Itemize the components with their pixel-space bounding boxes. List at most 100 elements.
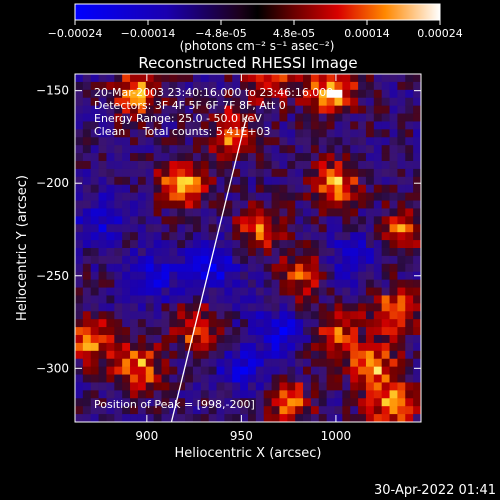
heatmap-cell xyxy=(82,97,92,107)
heatmap-cell xyxy=(177,81,186,91)
heatmap-cell xyxy=(82,295,92,304)
heatmap-cell xyxy=(334,176,343,186)
heatmap-cell xyxy=(358,327,367,336)
heatmap-cell xyxy=(326,137,335,146)
heatmap-cell xyxy=(145,335,155,344)
heatmap-cell xyxy=(161,184,170,194)
heatmap-cell xyxy=(342,350,351,360)
heatmap-cell xyxy=(248,263,257,273)
heatmap-cell xyxy=(413,97,421,107)
heatmap-cell xyxy=(232,319,241,328)
heatmap-cell xyxy=(310,216,320,225)
heatmap-cell xyxy=(98,137,107,146)
heatmap-cell xyxy=(216,255,225,265)
heatmap-cell xyxy=(405,414,414,422)
heatmap-cell xyxy=(248,414,257,422)
heatmap-cell xyxy=(310,176,320,186)
heatmap-cell xyxy=(342,382,351,391)
heatmap-cell xyxy=(82,406,92,415)
heatmap-cell xyxy=(208,74,217,83)
heatmap-cell xyxy=(240,382,249,391)
heatmap-cell xyxy=(90,319,99,328)
heatmap-cell xyxy=(192,358,202,368)
heatmap-cell xyxy=(169,390,178,399)
heatmap-cell xyxy=(263,311,272,320)
heatmap-cell xyxy=(405,97,414,107)
heatmap-cell xyxy=(161,311,170,320)
heatmap-cell xyxy=(82,105,92,114)
heatmap-cell xyxy=(208,81,217,91)
heatmap-cell xyxy=(90,350,99,360)
heatmap-cell xyxy=(130,176,139,186)
heatmap-cell xyxy=(279,358,288,368)
heatmap-cell xyxy=(405,248,414,257)
heatmap-cell xyxy=(122,74,131,83)
heatmap-cell xyxy=(303,374,312,383)
heatmap-cell xyxy=(240,74,249,83)
heatmap-cell xyxy=(326,168,335,178)
heatmap-cell xyxy=(106,113,115,122)
heatmap-cell xyxy=(75,97,84,107)
heatmap-cell xyxy=(216,145,225,154)
heatmap-cell xyxy=(350,145,359,154)
heatmap-cell xyxy=(137,74,147,83)
heatmap-cell xyxy=(279,279,288,288)
heatmap-cell xyxy=(185,240,194,249)
heatmap-cell xyxy=(224,192,233,201)
heatmap-cell xyxy=(271,224,280,233)
heatmap-cell xyxy=(192,366,202,375)
heatmap-cell xyxy=(145,97,155,107)
heatmap-cell xyxy=(279,390,288,399)
heatmap-cell xyxy=(232,335,241,344)
heatmap-cell xyxy=(130,248,139,257)
heatmap-cell xyxy=(200,208,210,217)
heatmap-cell xyxy=(350,129,359,138)
heatmap-cell xyxy=(208,358,217,368)
heatmap-cell xyxy=(145,121,155,130)
heatmap-cell xyxy=(279,184,288,194)
heatmap-cell xyxy=(310,89,320,99)
heatmap-cell xyxy=(98,240,107,249)
heatmap-cell xyxy=(82,121,92,130)
heatmap-cell xyxy=(397,200,406,209)
heatmap-cell xyxy=(263,327,272,336)
heatmap-cell xyxy=(240,406,249,415)
heatmap-cell xyxy=(310,97,320,107)
heatmap-cell xyxy=(145,406,155,415)
heatmap-cell xyxy=(200,168,210,178)
heatmap-cell xyxy=(75,342,84,352)
heatmap-cell xyxy=(248,311,257,320)
heatmap-cell xyxy=(365,161,375,170)
heatmap-cell xyxy=(185,145,194,154)
heatmap-cell xyxy=(145,184,155,194)
heatmap-cell xyxy=(153,406,162,415)
heatmap-cell xyxy=(248,335,257,344)
heatmap-cell xyxy=(224,97,233,107)
heatmap-cell xyxy=(137,105,147,114)
heatmap-cell xyxy=(342,366,351,375)
heatmap-cell xyxy=(224,358,233,368)
heatmap-cell xyxy=(334,255,343,265)
heatmap-cell xyxy=(145,240,155,249)
heatmap-cell xyxy=(381,89,390,99)
heatmap-cell xyxy=(130,327,139,336)
heatmap-cell xyxy=(122,248,131,257)
heatmap-cell xyxy=(114,358,123,368)
heatmap-cell xyxy=(295,382,304,391)
heatmap-cell xyxy=(208,350,217,360)
heatmap-cell xyxy=(358,153,367,162)
heatmap-cell xyxy=(169,406,178,415)
heatmap-cell xyxy=(169,398,178,407)
heatmap-cell xyxy=(122,390,131,399)
heatmap-cell xyxy=(342,232,351,241)
heatmap-cell xyxy=(114,327,123,336)
heatmap-cell xyxy=(75,263,84,273)
heatmap-cell xyxy=(287,240,296,249)
heatmap-cell xyxy=(263,335,272,344)
heatmap-cell xyxy=(310,232,320,241)
heatmap-cell xyxy=(75,224,84,233)
heatmap-cell xyxy=(224,232,233,241)
heatmap-cell xyxy=(185,311,194,320)
heatmap-cell xyxy=(295,113,304,122)
heatmap-cell xyxy=(397,287,406,296)
